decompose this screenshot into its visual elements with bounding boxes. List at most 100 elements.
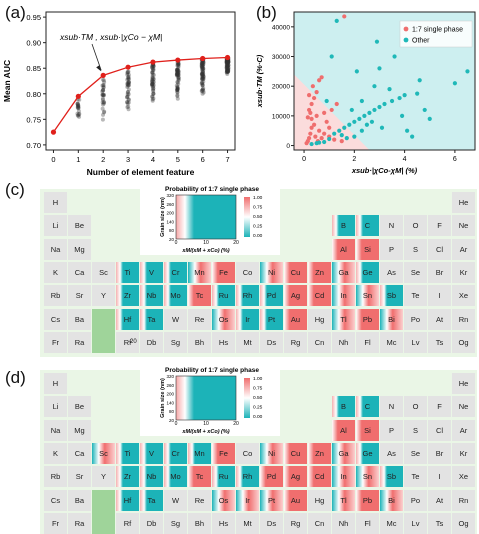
element-symbol: Tl — [340, 495, 347, 505]
scatter-point — [374, 39, 380, 44]
element-bh: Bh — [188, 512, 211, 534]
auc-point — [225, 63, 230, 68]
auc-point — [150, 94, 155, 99]
element-i: I — [428, 466, 451, 488]
element-zn: Zn — [308, 442, 331, 464]
scatter-point — [337, 128, 342, 133]
element-symbol: S — [412, 425, 418, 435]
element-cu: Cu — [284, 442, 307, 464]
element-ge: Ge — [356, 261, 379, 283]
auc-point — [76, 104, 81, 109]
auc-point — [201, 76, 206, 81]
element-symbol: I — [438, 291, 441, 301]
element-symbol: Rb — [50, 291, 61, 301]
auc-point — [127, 80, 132, 85]
auc-point — [175, 67, 180, 72]
auc-point — [201, 88, 206, 93]
auc-point — [226, 59, 231, 64]
plot-frame — [293, 11, 476, 151]
element-c: C — [356, 215, 379, 237]
element-ba: Ba — [68, 308, 91, 330]
element-symbol: Pd — [266, 472, 277, 482]
y-tick-label: 0.95 — [26, 13, 41, 22]
auc-point — [126, 80, 131, 85]
element-fl: Fl — [356, 331, 379, 353]
auc-point — [174, 70, 179, 75]
auc-point — [76, 106, 81, 111]
auc-point — [151, 63, 156, 68]
auc-point — [201, 71, 206, 76]
auc-point — [225, 64, 230, 69]
scatter-point — [334, 101, 339, 107]
auc-point — [125, 85, 130, 90]
auc-point — [125, 95, 130, 100]
element-symbol: I — [438, 472, 441, 482]
auc-point — [174, 67, 179, 72]
inset-x-tick: 10 — [203, 240, 209, 246]
element-symbol: Se — [410, 267, 421, 277]
auc-point — [101, 78, 106, 83]
element-cl: Cl — [428, 238, 451, 260]
auc-point — [151, 67, 156, 72]
element-ne: Ne — [452, 215, 475, 237]
auc-point — [226, 59, 231, 64]
element-symbol: Ds — [266, 337, 277, 347]
element-symbol: Cr — [171, 448, 180, 458]
element-symbol: Ra — [74, 518, 85, 528]
auc-point — [200, 83, 205, 88]
element-symbol: Zn — [315, 267, 324, 277]
best-auc-point — [200, 55, 206, 62]
auc-point — [199, 72, 204, 77]
inset-x-label: xM/(xM + xCo) (%) — [181, 248, 229, 254]
element-symbol: Ne — [458, 402, 469, 412]
best-auc-point — [75, 93, 81, 99]
auc-point — [201, 60, 206, 65]
scatter-point — [387, 87, 392, 92]
auc-point — [150, 82, 155, 87]
inset-heatmap — [176, 376, 236, 420]
element-zr: Zr — [116, 466, 139, 488]
element-sn: Sn — [356, 466, 379, 488]
scatter-point — [349, 107, 354, 113]
element-nb: Nb — [140, 285, 163, 307]
scatter-point — [322, 131, 327, 136]
auc-point — [100, 106, 105, 111]
element-rn: Rn — [452, 308, 475, 330]
auc-point — [125, 105, 130, 110]
auc-point — [126, 97, 131, 102]
auc-point — [151, 83, 156, 88]
scatter-point — [422, 107, 427, 113]
element-symbol: Kr — [459, 448, 468, 458]
element-ra: Ra — [68, 512, 91, 534]
scatter-point — [392, 54, 397, 59]
auc-point — [150, 70, 155, 75]
element-rb: Rb — [44, 466, 67, 488]
element-y: Y — [92, 285, 115, 307]
scatter-point — [305, 115, 310, 120]
auc-point — [200, 76, 205, 81]
auc-point — [225, 67, 230, 72]
auc-point — [150, 63, 155, 68]
element-symbol: Og — [458, 518, 469, 528]
best-auc-point — [175, 57, 181, 63]
element-symbol: F — [437, 402, 442, 412]
element-symbol: Rn — [458, 314, 469, 324]
auc-point — [201, 68, 206, 73]
auc-point — [224, 68, 229, 73]
auc-point — [100, 96, 105, 101]
element-symbol: At — [435, 314, 444, 324]
element-symbol: Nh — [338, 337, 349, 347]
auc-point — [125, 72, 130, 77]
element-symbol: Mo — [170, 472, 181, 482]
best-auc-line — [52, 56, 228, 133]
y-tick-label: 0.75 — [26, 115, 41, 124]
auc-point — [125, 69, 130, 74]
element-symbol: Sb — [386, 291, 397, 301]
auc-point — [125, 80, 130, 85]
element-ti: Ti — [116, 442, 139, 464]
element-hs: Hs — [212, 331, 235, 353]
scatter-point — [339, 138, 344, 144]
element-symbol: Ge — [362, 267, 373, 277]
auc-point — [176, 61, 181, 66]
element-symbol: P — [388, 244, 394, 254]
